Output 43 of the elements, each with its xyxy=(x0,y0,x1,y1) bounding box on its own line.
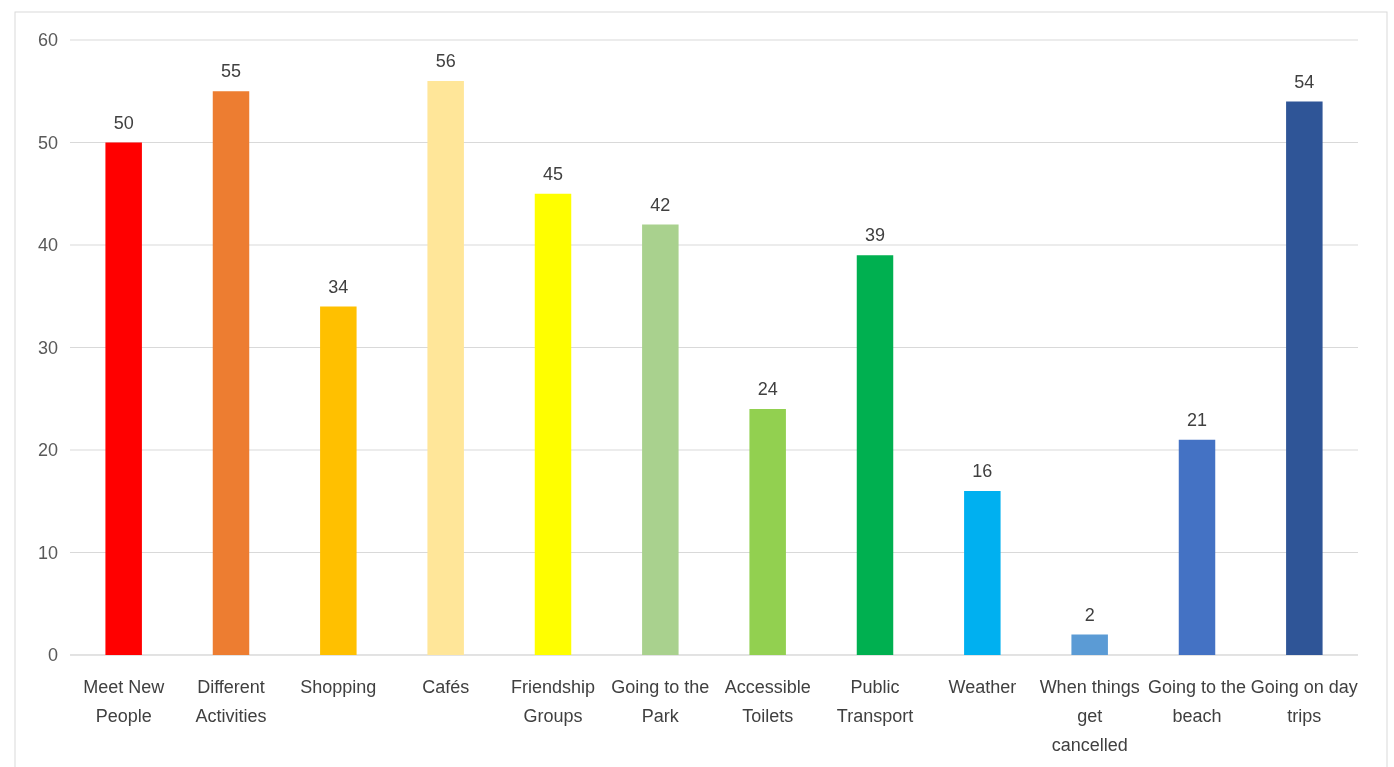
x-tick-label: Friendship Groups xyxy=(510,677,596,726)
bar xyxy=(964,491,1001,655)
data-label: 2 xyxy=(1084,604,1095,625)
bar xyxy=(105,142,142,655)
data-label: 39 xyxy=(864,225,886,246)
y-tick-label: 60 xyxy=(37,30,58,51)
bar xyxy=(212,91,250,655)
x-tick-label: Public Transport xyxy=(836,677,914,726)
y-tick-label: 10 xyxy=(37,542,58,563)
data-label: 50 xyxy=(113,112,134,133)
data-label: 54 xyxy=(1294,71,1315,92)
x-tick-label: Going on day trips xyxy=(1250,677,1358,726)
y-tick-label: 30 xyxy=(37,337,58,358)
bar xyxy=(1286,101,1323,655)
x-tick-label: When things get cancelled xyxy=(1039,677,1140,755)
data-label: 16 xyxy=(972,461,993,481)
data-label: 56 xyxy=(435,51,456,71)
x-tick-label: Meet New People xyxy=(83,677,166,726)
data-label: 24 xyxy=(757,379,778,399)
data-label: 42 xyxy=(650,194,671,215)
bar xyxy=(427,81,464,655)
data-label: 55 xyxy=(220,61,242,82)
x-tick-label: Weather xyxy=(948,677,1017,697)
y-tick-label: 20 xyxy=(37,440,58,461)
data-label: 21 xyxy=(1186,409,1208,430)
y-tick-label: 50 xyxy=(37,132,58,153)
y-tick-label: 0 xyxy=(47,645,58,666)
bar xyxy=(320,306,357,655)
data-label: 34 xyxy=(328,276,349,297)
bar xyxy=(749,409,786,655)
data-label: 45 xyxy=(542,163,564,184)
y-tick-label: 40 xyxy=(37,235,58,256)
bar xyxy=(534,193,572,655)
x-tick-label: Going to the beach xyxy=(1147,677,1247,726)
bar xyxy=(856,255,894,655)
bar xyxy=(1071,634,1108,655)
bar xyxy=(1178,439,1216,655)
x-tick-label: Going to the Park xyxy=(611,677,710,726)
x-tick-label: Cafés xyxy=(422,677,470,697)
x-tick-label: Accessible Toilets xyxy=(724,677,811,726)
x-tick-label: Different Activities xyxy=(195,677,267,726)
bar xyxy=(642,224,679,655)
x-tick-label: Shopping xyxy=(300,677,377,697)
